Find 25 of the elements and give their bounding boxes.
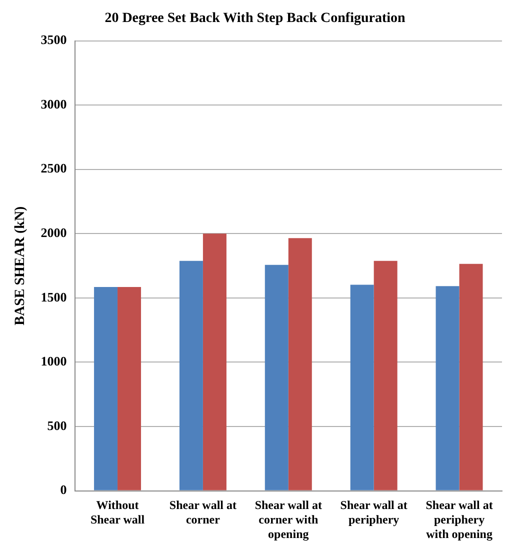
x-tick-label: Shear wall at corner (169, 498, 237, 526)
y-tick-label: 0 (60, 482, 67, 498)
y-tick-label: 2500 (40, 160, 67, 176)
chart-title: 20 Degree Set Back With Step Back Configuration (104, 11, 406, 26)
y-axis-title: BASE SHEAR (kN) (13, 206, 28, 326)
bar (118, 287, 142, 490)
y-tick-label: 2000 (40, 225, 67, 240)
x-tick-label: Without Shear wall (90, 498, 146, 526)
x-tick-label: Shear wall at periphery with opening (426, 498, 493, 541)
bar (436, 286, 460, 490)
y-tick-label: 1500 (40, 289, 67, 304)
x-tick-label: Shear wall at corner with opening (254, 498, 322, 541)
bar (179, 260, 203, 490)
y-tick-label: 3000 (40, 96, 67, 112)
bar (350, 284, 374, 490)
y-tick-label: 3500 (40, 32, 67, 48)
y-tick-label: 500 (47, 418, 67, 433)
bar (94, 287, 118, 490)
bar (374, 260, 398, 490)
bar (264, 264, 288, 490)
bar (459, 264, 483, 490)
y-tick-label: 1000 (40, 354, 67, 369)
bar (288, 238, 312, 490)
x-tick-label: Shear wall at periphery (340, 498, 408, 526)
bar (202, 234, 226, 490)
